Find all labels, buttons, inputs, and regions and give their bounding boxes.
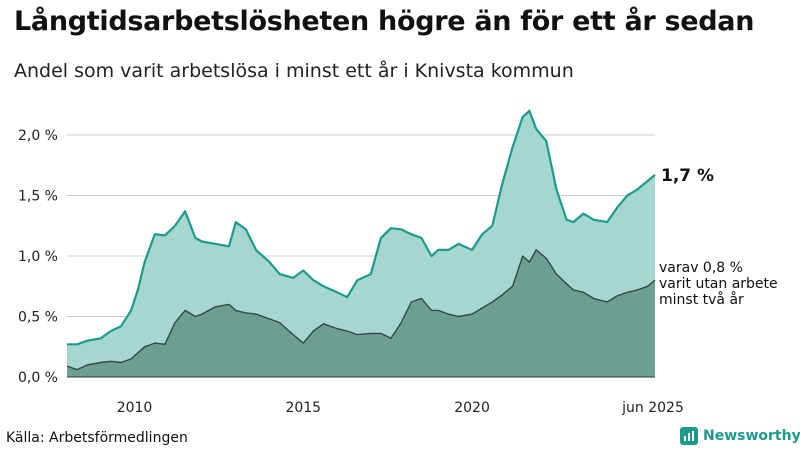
- sub-value-label-line: varit utan arbete: [659, 276, 778, 292]
- series-two-years-line: [66, 249, 656, 371]
- x-tick-label: jun 2025: [621, 400, 684, 416]
- chart-subtitle: Andel som varit arbetslösa i minst ett å…: [14, 60, 574, 82]
- x-tick-label: 2020: [454, 400, 490, 416]
- x-tick-label: 2015: [285, 400, 321, 416]
- series-areas: [66, 109, 656, 378]
- sub-value-label-line: minst två år: [659, 291, 744, 308]
- chart-title: Långtidsarbetslösheten högre än för ett …: [14, 6, 755, 37]
- sub-value-label-line: varav 0,8 %: [659, 260, 743, 276]
- total-value-label: 1,7 %: [661, 166, 714, 186]
- newsworthy-logo: Newsworthy: [680, 427, 800, 445]
- y-tick-label: 1,0 %: [18, 249, 58, 265]
- series-total-line: [67, 109, 656, 346]
- bar-chart-icon: [680, 427, 698, 445]
- y-tick-label: 0,5 %: [18, 310, 58, 326]
- series-two-years-area: [67, 249, 655, 377]
- x-axis-labels: 2010 2015 2020 jun 2025: [117, 400, 684, 416]
- source-note: Källa: Arbetsförmedlingen: [6, 430, 188, 446]
- brand-name: Newsworthy: [703, 428, 800, 444]
- y-axis-labels: 0,0 % 0,5 % 1,0 % 1,5 % 2,0 %: [18, 128, 58, 386]
- x-tick-label: 2010: [117, 400, 153, 416]
- y-tick-label: 1,5 %: [18, 189, 58, 205]
- y-tick-label: 2,0 %: [18, 128, 58, 144]
- y-tick-label: 0,0 %: [18, 370, 58, 386]
